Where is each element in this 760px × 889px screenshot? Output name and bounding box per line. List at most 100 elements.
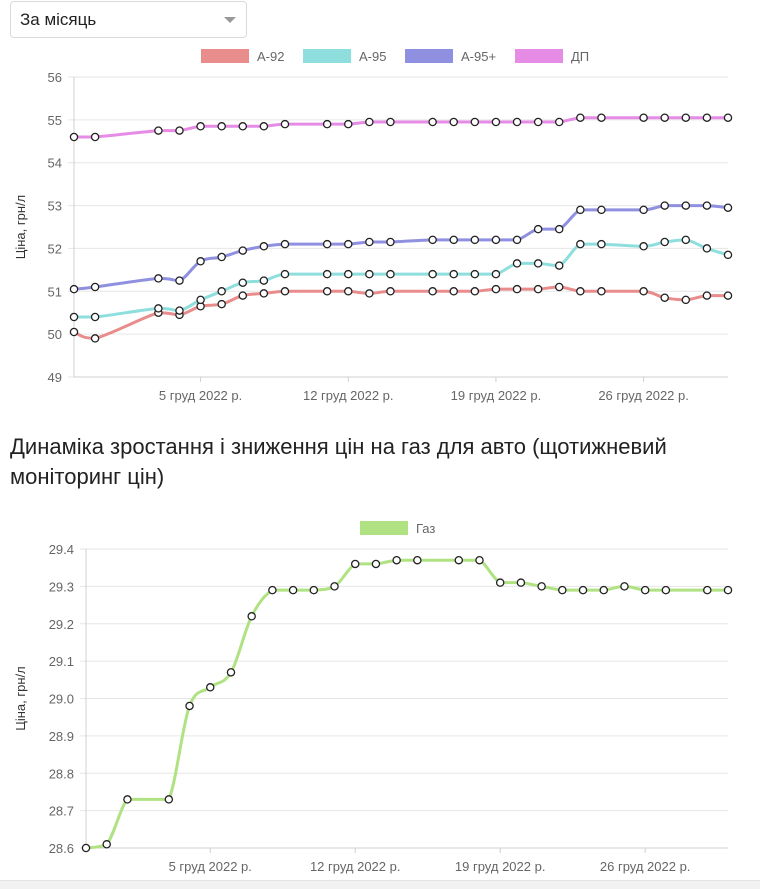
data-point[interactable]	[516, 578, 526, 587]
legend-item[interactable]: А-95	[303, 49, 386, 64]
data-point[interactable]	[428, 287, 437, 296]
data-point[interactable]	[702, 244, 712, 253]
data-point[interactable]	[90, 312, 100, 322]
data-point[interactable]	[533, 259, 543, 268]
data-point[interactable]	[554, 117, 564, 127]
data-point[interactable]	[491, 284, 501, 294]
period-select[interactable]: За місяць	[10, 1, 247, 38]
data-point[interactable]	[386, 237, 395, 247]
data-point[interactable]	[344, 119, 353, 129]
data-point[interactable]	[69, 132, 79, 142]
data-point[interactable]	[554, 224, 564, 234]
data-point[interactable]	[69, 312, 79, 322]
data-point[interactable]	[639, 205, 648, 215]
data-point[interactable]	[597, 287, 606, 296]
data-point[interactable]	[449, 117, 458, 127]
data-point[interactable]	[512, 117, 522, 127]
data-point[interactable]	[154, 274, 163, 283]
data-point[interactable]	[344, 239, 353, 249]
data-point[interactable]	[723, 203, 733, 212]
data-point[interactable]	[413, 555, 422, 565]
data-point[interactable]	[154, 304, 163, 313]
data-point[interactable]	[702, 291, 712, 300]
data-point[interactable]	[259, 242, 269, 251]
data-point[interactable]	[491, 269, 501, 279]
data-point[interactable]	[512, 259, 522, 268]
data-point[interactable]	[175, 126, 184, 135]
data-point[interactable]	[123, 795, 132, 804]
data-point[interactable]	[533, 117, 543, 127]
data-point[interactable]	[554, 282, 564, 292]
data-point[interactable]	[330, 582, 339, 591]
data-point[interactable]	[288, 585, 298, 595]
data-point[interactable]	[365, 237, 374, 247]
legend-item[interactable]: А-95+	[405, 49, 496, 64]
data-point[interactable]	[386, 269, 395, 279]
data-point[interactable]	[576, 205, 585, 215]
data-point[interactable]	[533, 224, 543, 234]
data-point[interactable]	[280, 119, 290, 129]
data-point[interactable]	[226, 668, 236, 677]
data-point[interactable]	[599, 585, 608, 595]
data-point[interactable]	[175, 306, 184, 315]
data-point[interactable]	[491, 117, 501, 127]
data-point[interactable]	[81, 843, 91, 853]
data-point[interactable]	[90, 282, 100, 292]
data-point[interactable]	[703, 585, 712, 595]
data-point[interactable]	[558, 585, 567, 595]
data-point[interactable]	[470, 117, 480, 127]
data-point[interactable]	[69, 327, 79, 337]
data-point[interactable]	[69, 284, 79, 294]
data-point[interactable]	[660, 201, 669, 210]
data-point[interactable]	[428, 269, 437, 279]
data-point[interactable]	[597, 239, 606, 249]
data-point[interactable]	[578, 585, 588, 595]
data-point[interactable]	[681, 235, 691, 245]
data-point[interactable]	[322, 239, 332, 249]
data-point[interactable]	[576, 239, 585, 249]
data-point[interactable]	[470, 235, 480, 245]
data-point[interactable]	[322, 287, 332, 296]
data-point[interactable]	[640, 585, 650, 595]
data-point[interactable]	[371, 559, 381, 569]
data-point[interactable]	[597, 113, 606, 122]
data-point[interactable]	[620, 582, 629, 591]
data-point[interactable]	[90, 334, 100, 343]
data-point[interactable]	[344, 269, 353, 279]
data-point[interactable]	[90, 132, 100, 142]
legend-item[interactable]: А-92	[201, 49, 284, 64]
data-point[interactable]	[392, 555, 401, 565]
data-point[interactable]	[259, 276, 269, 285]
data-point[interactable]	[247, 612, 256, 621]
data-point[interactable]	[102, 840, 111, 849]
data-point[interactable]	[512, 284, 522, 294]
data-point[interactable]	[175, 276, 184, 285]
data-point[interactable]	[386, 117, 395, 127]
data-point[interactable]	[217, 287, 226, 296]
data-point[interactable]	[428, 117, 437, 127]
data-point[interactable]	[660, 237, 669, 247]
data-point[interactable]	[681, 201, 691, 210]
data-point[interactable]	[470, 269, 480, 279]
data-point[interactable]	[238, 278, 248, 287]
data-point[interactable]	[702, 201, 712, 210]
data-point[interactable]	[238, 291, 248, 300]
data-point[interactable]	[154, 126, 163, 135]
data-point[interactable]	[537, 582, 546, 591]
data-point[interactable]	[217, 252, 226, 262]
data-point[interactable]	[576, 287, 585, 296]
data-point[interactable]	[639, 287, 648, 296]
data-point[interactable]	[217, 299, 226, 309]
data-point[interactable]	[475, 555, 484, 565]
data-point[interactable]	[280, 239, 290, 249]
data-point[interactable]	[259, 289, 269, 298]
data-point[interactable]	[512, 235, 522, 245]
data-point[interactable]	[196, 295, 205, 305]
legend-item[interactable]: Газ	[360, 521, 435, 536]
data-point[interactable]	[495, 578, 505, 587]
data-point[interactable]	[681, 113, 691, 122]
data-point[interactable]	[322, 269, 332, 279]
data-point[interactable]	[639, 242, 648, 251]
data-point[interactable]	[702, 113, 712, 122]
data-point[interactable]	[660, 113, 669, 122]
